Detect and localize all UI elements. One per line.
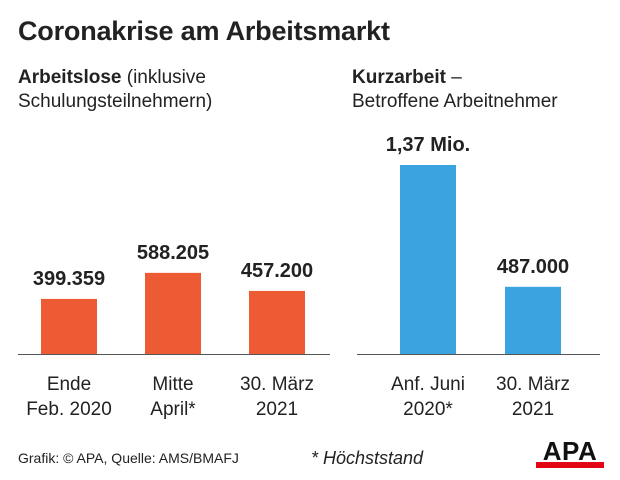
category-label: 2021 [512,399,554,420]
category-label: 2020* [403,399,453,420]
panel-title-bold: Kurzarbeit [352,67,446,88]
panel-title-line2: Betroffene Arbeitnehmer [352,91,558,112]
panel-title-kurzarbeit: Kurzarbeit – Betroffene Arbeitnehmer [352,66,558,114]
data-label: 399.359 [33,268,105,290]
category-label: Anf. Juni [391,374,465,395]
bar [505,286,561,354]
panel-title-rest: – [445,67,462,88]
data-label: 487.000 [497,256,569,278]
data-label: 588.205 [137,242,209,264]
data-label: 1,37 Mio. [386,134,470,156]
category-label: Mitte [152,374,193,395]
panel-title-arbeitslose: Arbeitslose (inklusive Schulungsteilnehm… [18,66,212,114]
data-label: 457.200 [241,260,313,282]
bar [145,272,201,354]
bar [41,298,97,354]
category-label: 2021 [256,399,298,420]
bar [400,165,456,354]
category-label: April* [150,399,196,420]
apa-logo-text: APA [542,436,598,466]
panel-title-line2: Schulungsteilnehmern) [18,91,213,112]
panel-title-bold: Arbeitslose [18,67,122,88]
footnote: * Höchststand [311,448,424,468]
category-label: 30. März [240,374,314,395]
category-label: Ende [47,374,91,395]
panel-title-rest: (inklusive [121,67,206,88]
source-credit: Grafik: © APA, Quelle: AMS/BMAFJ [18,450,239,466]
bar [249,290,305,354]
apa-logo-bar [536,462,604,468]
apa-logo: APA [536,436,604,470]
chart-title: Coronakrise am Arbeitsmarkt [18,16,390,46]
category-label: 30. März [496,374,570,395]
category-label: Feb. 2020 [26,399,112,420]
